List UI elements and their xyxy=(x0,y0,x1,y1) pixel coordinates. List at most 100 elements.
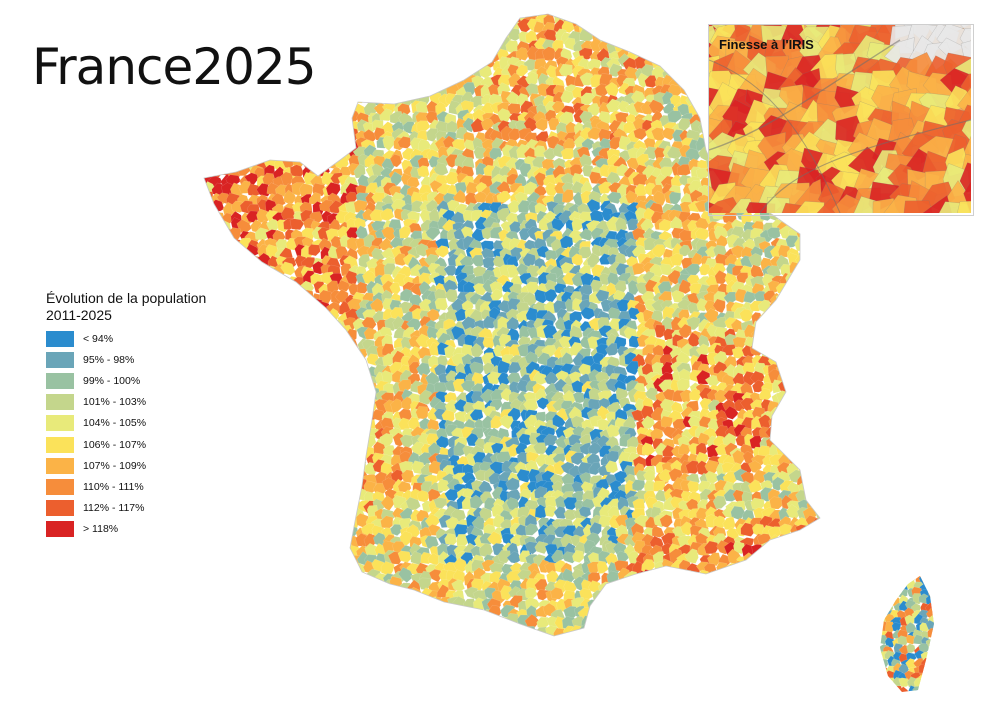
map-cell xyxy=(301,517,317,533)
map-cell xyxy=(814,348,820,361)
map-cell xyxy=(454,29,469,44)
map-cell xyxy=(302,14,315,25)
map-cell xyxy=(268,434,281,449)
map-cell xyxy=(302,157,318,170)
map-cell xyxy=(282,571,296,586)
map-cell xyxy=(313,101,328,117)
map-cell xyxy=(788,316,801,330)
map-cell xyxy=(678,48,692,61)
map-cell xyxy=(275,184,289,197)
map-cell xyxy=(815,598,820,612)
map-cell xyxy=(204,605,208,620)
map-cell xyxy=(880,624,881,636)
map-cell xyxy=(402,598,417,611)
map-cell xyxy=(417,599,433,615)
map-cell xyxy=(249,38,263,53)
map-cell xyxy=(777,606,791,621)
map-cell xyxy=(245,496,260,510)
map-cell xyxy=(228,581,243,596)
map-cell xyxy=(248,515,263,528)
map-cell xyxy=(626,586,641,600)
map-cell xyxy=(776,533,790,548)
map-cell xyxy=(317,537,333,551)
map-cell xyxy=(272,408,286,420)
map-cell xyxy=(686,616,701,629)
map-cell xyxy=(776,576,790,591)
map-cell xyxy=(706,14,720,25)
map-cell xyxy=(204,102,218,118)
map-cell xyxy=(307,452,322,466)
map-cell xyxy=(373,595,388,610)
map-cell xyxy=(615,31,628,44)
map-cell xyxy=(685,78,702,92)
map-cell xyxy=(418,612,432,626)
map-cell xyxy=(491,624,506,636)
map-cell xyxy=(273,307,288,321)
map-cell xyxy=(263,100,277,115)
map-cell xyxy=(220,85,235,99)
map-cell xyxy=(236,101,251,115)
map-cell xyxy=(282,39,297,54)
map-cell xyxy=(299,531,313,546)
map-cell xyxy=(677,14,691,27)
map-cell xyxy=(327,112,341,127)
map-cell xyxy=(641,20,658,35)
map-cell xyxy=(445,623,459,636)
map-cell xyxy=(335,524,349,537)
map-cell xyxy=(381,63,395,79)
map-cell xyxy=(238,14,251,18)
map-cell xyxy=(813,355,820,370)
map-cell xyxy=(266,606,281,623)
map-cell xyxy=(204,119,206,133)
map-cell xyxy=(445,42,460,57)
map-cell xyxy=(335,14,350,15)
map-cell xyxy=(302,410,317,425)
map-cell xyxy=(204,38,217,52)
map-cell xyxy=(677,605,691,619)
map-cell xyxy=(307,505,323,521)
map-cell xyxy=(795,397,811,411)
map-cell xyxy=(804,274,818,288)
map-cell xyxy=(311,309,326,324)
map-cell xyxy=(239,112,252,125)
map-cell xyxy=(409,67,422,81)
map-cell xyxy=(677,598,691,613)
map-cell xyxy=(204,539,216,556)
map-cell xyxy=(515,626,531,636)
map-cell xyxy=(509,14,524,16)
map-cell xyxy=(292,516,306,532)
map-cell xyxy=(312,157,327,173)
map-cell xyxy=(346,570,360,583)
map-cell xyxy=(273,414,288,428)
map-cell xyxy=(446,608,460,621)
map-cell xyxy=(325,66,339,81)
map-cell xyxy=(544,505,557,518)
map-cell xyxy=(927,576,934,582)
map-cell xyxy=(222,37,237,51)
map-cell xyxy=(481,22,495,37)
map-cell xyxy=(374,86,389,101)
map-cell xyxy=(757,14,772,23)
map-cell xyxy=(763,577,778,592)
map-cell xyxy=(274,460,288,475)
map-cell xyxy=(429,607,442,621)
map-cell xyxy=(365,605,380,620)
map-cell xyxy=(797,319,813,332)
map-cell xyxy=(302,75,317,89)
map-cell xyxy=(814,288,820,304)
map-cell xyxy=(372,14,386,27)
map-cell xyxy=(815,570,820,584)
map-cell xyxy=(381,44,396,60)
map-cell xyxy=(319,516,334,529)
map-cell xyxy=(347,388,362,402)
map-cell xyxy=(335,14,348,26)
map-cell xyxy=(807,590,820,604)
map-cell xyxy=(795,555,809,569)
map-cell xyxy=(256,568,272,583)
map-cell xyxy=(608,15,623,29)
map-cell xyxy=(749,617,764,632)
map-cell xyxy=(249,51,264,64)
map-cell xyxy=(703,563,718,578)
map-cell xyxy=(268,420,282,434)
